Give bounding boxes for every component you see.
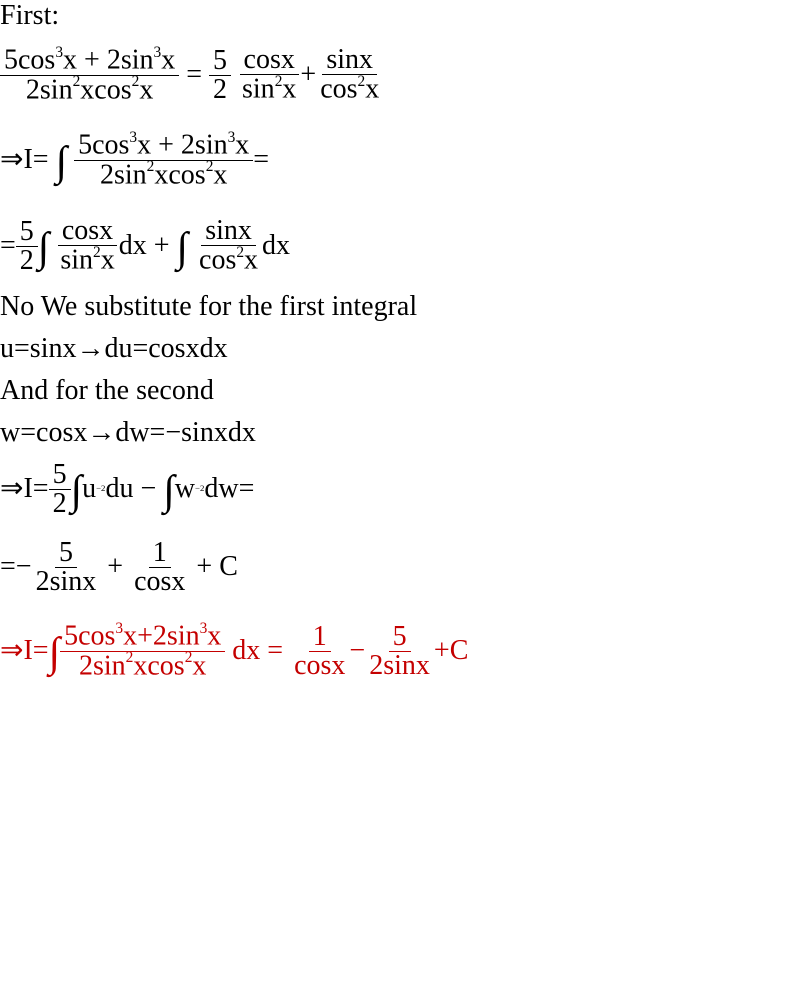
fraction-5-2: 52 bbox=[49, 461, 71, 518]
math-document: First: 5cos3x + 2sin3x 2sin2xcos2x = 52 … bbox=[0, 0, 800, 692]
space bbox=[49, 232, 56, 260]
plus: + bbox=[100, 553, 130, 581]
space bbox=[67, 146, 74, 174]
equals: = bbox=[253, 146, 269, 174]
fraction-1-cosx: 1cosx bbox=[130, 539, 189, 596]
fraction-1-cosx: 1cosx bbox=[290, 623, 349, 680]
plus: + bbox=[300, 61, 316, 89]
line-5: No We substitute for the first integral bbox=[0, 286, 800, 328]
fraction-cos-sin2: cosx sin2x bbox=[238, 46, 300, 103]
text: And for the second bbox=[0, 377, 214, 405]
fraction-lhs: 5cos3x + 2sin3x 2sin2xcos2x bbox=[0, 46, 179, 104]
integral-icon: ∫ bbox=[38, 227, 50, 269]
text: u=sinx→du=cosxdx bbox=[0, 335, 228, 363]
fraction-5-2sinx: 52sinx bbox=[365, 623, 434, 680]
line-4: = 52 ∫ cosx sin2x dx + ∫ sinx cos2x dx bbox=[0, 206, 800, 286]
fraction-cos-sin2: cosx sin2x bbox=[56, 217, 118, 274]
exp-neg2: −2 bbox=[195, 484, 204, 493]
integral-icon: ∫ bbox=[177, 227, 189, 269]
equals-neg: =− bbox=[0, 553, 32, 581]
u: u bbox=[82, 475, 96, 503]
integral-icon: ∫ bbox=[49, 632, 61, 674]
equals: = bbox=[0, 232, 16, 260]
fraction-integrand: 5cos3x+2sin3x 2sin2xcos2x bbox=[60, 622, 225, 680]
implies-I: ⇒I= bbox=[0, 475, 49, 503]
space bbox=[188, 232, 195, 260]
text: w=cosx→dw=−sinxdx bbox=[0, 419, 256, 447]
equals: = bbox=[179, 61, 209, 89]
line-2: 5cos3x + 2sin3x 2sin2xcos2x = 52 cosx si… bbox=[0, 36, 800, 114]
fraction-5-2: 52 bbox=[209, 47, 231, 104]
fraction-5-2: 52 bbox=[16, 218, 38, 275]
dx: dx bbox=[262, 232, 290, 260]
du-minus: du − bbox=[105, 475, 163, 503]
line-1: First: bbox=[0, 2, 800, 30]
plus-C: + C bbox=[189, 553, 237, 581]
integral-icon: ∫ bbox=[56, 141, 68, 183]
minus: − bbox=[349, 637, 365, 665]
exp-neg2: −2 bbox=[96, 484, 105, 493]
w: w bbox=[175, 475, 195, 503]
fraction-sin-cos2: sinx cos2x bbox=[195, 217, 262, 274]
text: First: bbox=[0, 2, 59, 30]
line-11-result: ⇒I= ∫ 5cos3x+2sin3x 2sin2xcos2x dx = 1co… bbox=[0, 610, 800, 692]
space bbox=[231, 61, 238, 89]
implies-I: ⇒I= bbox=[0, 637, 49, 665]
line-8: w=cosx→dw=−sinxdx bbox=[0, 412, 800, 454]
line-7: And for the second bbox=[0, 370, 800, 412]
line-9: ⇒I= 52 ∫ u−2 du − ∫ w−2 dw= bbox=[0, 454, 800, 524]
integral-icon: ∫ bbox=[163, 470, 175, 512]
fraction-sin-cos2: sinx cos2x bbox=[316, 46, 383, 103]
dw-equals: dw= bbox=[204, 475, 254, 503]
line-3: ⇒I= ∫ 5cos3x + 2sin3x 2sin2xcos2x = bbox=[0, 120, 800, 200]
plus-C: +C bbox=[434, 637, 468, 665]
integral-icon: ∫ bbox=[71, 470, 83, 512]
fraction-5-2sinx: 52sinx bbox=[32, 539, 101, 596]
line-10: =− 52sinx + 1cosx + C bbox=[0, 530, 800, 604]
implies-I: ⇒I= bbox=[0, 146, 56, 174]
text: No We substitute for the first integral bbox=[0, 293, 417, 321]
dx-plus: dx + bbox=[119, 232, 177, 260]
line-6: u=sinx→du=cosxdx bbox=[0, 328, 800, 370]
fraction-integrand: 5cos3x + 2sin3x 2sin2xcos2x bbox=[74, 131, 253, 189]
dx-equals: dx = bbox=[225, 637, 290, 665]
